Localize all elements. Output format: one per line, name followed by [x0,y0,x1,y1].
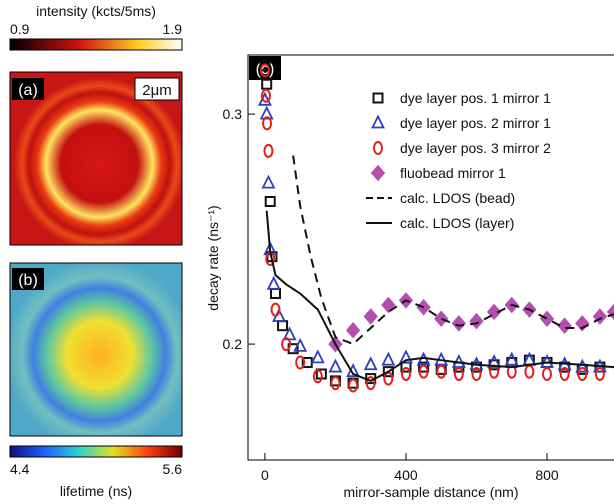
data-point [434,310,449,328]
colorbar-max: 1.9 [163,21,183,37]
data-point [270,287,282,299]
data-point [436,364,447,379]
panel-label: (a) [18,82,38,99]
data-point [310,349,325,364]
data-point [542,366,553,381]
data-point [259,63,270,78]
y-axis-label: decay rate (ns⁻¹) [205,205,221,310]
panel-label: (b) [18,272,38,289]
colorbar [9,38,183,51]
colorbar-title: lifetime (ns) [60,483,132,499]
data-point [363,356,378,371]
data-point [382,366,394,378]
y-tick-label: 0.2 [223,336,243,352]
plot-frame [247,54,614,461]
legend-label: fluobead mirror 1 [400,165,506,181]
data-point [381,351,396,366]
data-point [471,366,482,381]
x-tick-label: 800 [535,467,559,483]
data-point [345,322,361,339]
data-point [259,105,274,120]
y-tick-label: 0.3 [223,106,243,122]
legend-label: dye layer pos. 2 mirror 1 [400,115,551,131]
legend-label: dye layer pos. 1 mirror 1 [400,90,551,106]
data-point [293,337,308,352]
data-point [399,349,413,364]
data-point [524,364,535,379]
data-point [312,369,323,384]
data-point [281,337,292,352]
x-tick-label: 0 [261,467,269,483]
legend-label: dye layer pos. 3 mirror 2 [400,140,551,156]
series-line [292,155,614,346]
data-point [264,195,276,207]
scale-bar: 2μm [142,82,171,99]
legend-swatch [372,92,384,104]
colorbar-title: intensity (kcts/5ms) [36,3,156,19]
legend-label: calc. LDOS (bead) [400,190,515,206]
data-point [261,78,273,90]
label-box [12,268,44,290]
data-point [594,366,605,381]
colorbar-min: 0.9 [10,21,30,37]
intensity-image [9,71,183,246]
data-point [453,366,464,381]
data-point [260,88,271,103]
data-point [261,174,276,189]
series-line [265,210,614,382]
colorbar [9,445,183,458]
scale-bar-box [134,77,180,101]
data-point [348,378,359,393]
data-point [575,358,590,373]
colorbar-max: 5.6 [163,461,183,477]
data-point [330,376,341,391]
data-point [383,371,394,386]
data-point [557,317,572,334]
legend-swatch [373,141,383,155]
data-point [506,364,517,379]
data-point [263,143,274,158]
label-box [12,78,44,100]
data-point [400,366,411,381]
data-point [277,320,289,332]
data-point [451,315,467,332]
legend-label: calc. LDOS (layer) [400,215,514,231]
data-point [262,116,273,131]
data-point [559,366,570,381]
data-point [363,308,378,325]
legend-swatch [371,114,385,129]
data-point [259,60,271,72]
data-point [381,296,396,314]
data-point [487,353,502,368]
data-point [365,376,376,391]
data-point [418,364,429,379]
lifetime-image [9,262,183,437]
data-point [270,302,281,317]
legend-swatch [370,164,386,182]
data-point [606,303,614,321]
x-tick-label: 400 [394,467,418,483]
data-point [469,312,484,330]
data-point [328,358,343,373]
data-point [577,366,588,381]
colorbar-min: 4.4 [10,461,30,477]
data-point [418,361,430,373]
data-point [266,275,281,290]
x-axis-label: mirror-sample distance (nm) [343,484,518,500]
data-point [539,310,555,328]
data-point [295,355,306,370]
